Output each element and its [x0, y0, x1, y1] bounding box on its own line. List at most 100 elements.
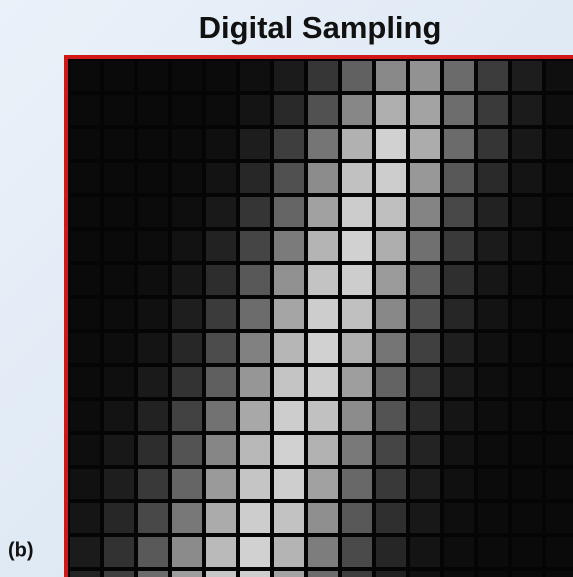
pixel [138, 163, 168, 193]
pixel [138, 367, 168, 397]
pixel [70, 299, 100, 329]
pixel [206, 435, 236, 465]
pixel [410, 231, 440, 261]
pixel [444, 367, 474, 397]
pixel [308, 61, 338, 91]
pixel [512, 299, 542, 329]
pixel [274, 129, 304, 159]
pixel [376, 299, 406, 329]
pixel [206, 163, 236, 193]
pixel [308, 129, 338, 159]
pixel [70, 163, 100, 193]
pixel [512, 197, 542, 227]
pixel [206, 333, 236, 363]
pixel [240, 333, 270, 363]
pixel [138, 333, 168, 363]
pixel [410, 61, 440, 91]
pixel [512, 469, 542, 499]
pixel [104, 299, 134, 329]
pixel [206, 537, 236, 567]
pixel [478, 299, 508, 329]
pixel [240, 435, 270, 465]
pixel [206, 61, 236, 91]
pixel [104, 265, 134, 295]
pixel [444, 469, 474, 499]
pixel [274, 435, 304, 465]
pixel [308, 299, 338, 329]
pixel [206, 265, 236, 295]
pixel [546, 367, 573, 397]
pixel [240, 265, 270, 295]
pixel [342, 61, 372, 91]
pixel [478, 503, 508, 533]
pixel [240, 367, 270, 397]
pixel [342, 333, 372, 363]
pixel [512, 61, 542, 91]
pixel [206, 197, 236, 227]
pixel [342, 95, 372, 125]
pixel [308, 197, 338, 227]
pixel [274, 401, 304, 431]
pixel [70, 401, 100, 431]
pixel [172, 333, 202, 363]
pixel [410, 163, 440, 193]
pixel [478, 401, 508, 431]
pixel [410, 95, 440, 125]
pixel [104, 435, 134, 465]
pixel [512, 95, 542, 125]
pixel [478, 197, 508, 227]
pixel [376, 197, 406, 227]
pixel [70, 571, 100, 577]
pixel [478, 61, 508, 91]
pixel [444, 129, 474, 159]
pixel [444, 265, 474, 295]
pixel [478, 469, 508, 499]
pixel [546, 299, 573, 329]
panel-label: (b) [8, 539, 34, 561]
pixel [274, 503, 304, 533]
pixel [274, 367, 304, 397]
pixel [206, 299, 236, 329]
pixel [240, 299, 270, 329]
pixel [206, 503, 236, 533]
pixel [172, 265, 202, 295]
pixel [172, 231, 202, 261]
pixel [308, 571, 338, 577]
pixel [70, 435, 100, 465]
pixel [240, 469, 270, 499]
pixel [478, 129, 508, 159]
pixel [478, 435, 508, 465]
pixel [172, 61, 202, 91]
pixel [274, 197, 304, 227]
pixel [70, 231, 100, 261]
pixel [240, 61, 270, 91]
pixel [172, 129, 202, 159]
pixel [444, 231, 474, 261]
pixel [240, 163, 270, 193]
pixel [104, 503, 134, 533]
pixel [478, 571, 508, 577]
pixel [274, 265, 304, 295]
pixel [70, 469, 100, 499]
pixel [376, 571, 406, 577]
pixel [546, 95, 573, 125]
pixel [172, 95, 202, 125]
pixel [240, 197, 270, 227]
pixel [274, 469, 304, 499]
pixel [444, 299, 474, 329]
pixel [512, 435, 542, 465]
pixel [342, 537, 372, 567]
pixel [546, 163, 573, 193]
pixel [308, 265, 338, 295]
pixel [274, 537, 304, 567]
pixel [410, 197, 440, 227]
pixel [274, 163, 304, 193]
pixel [444, 401, 474, 431]
pixel [308, 469, 338, 499]
pixel [478, 537, 508, 567]
pixel [546, 197, 573, 227]
pixel [376, 95, 406, 125]
pixel-grid [66, 57, 573, 577]
pixel [206, 231, 236, 261]
pixel [444, 163, 474, 193]
